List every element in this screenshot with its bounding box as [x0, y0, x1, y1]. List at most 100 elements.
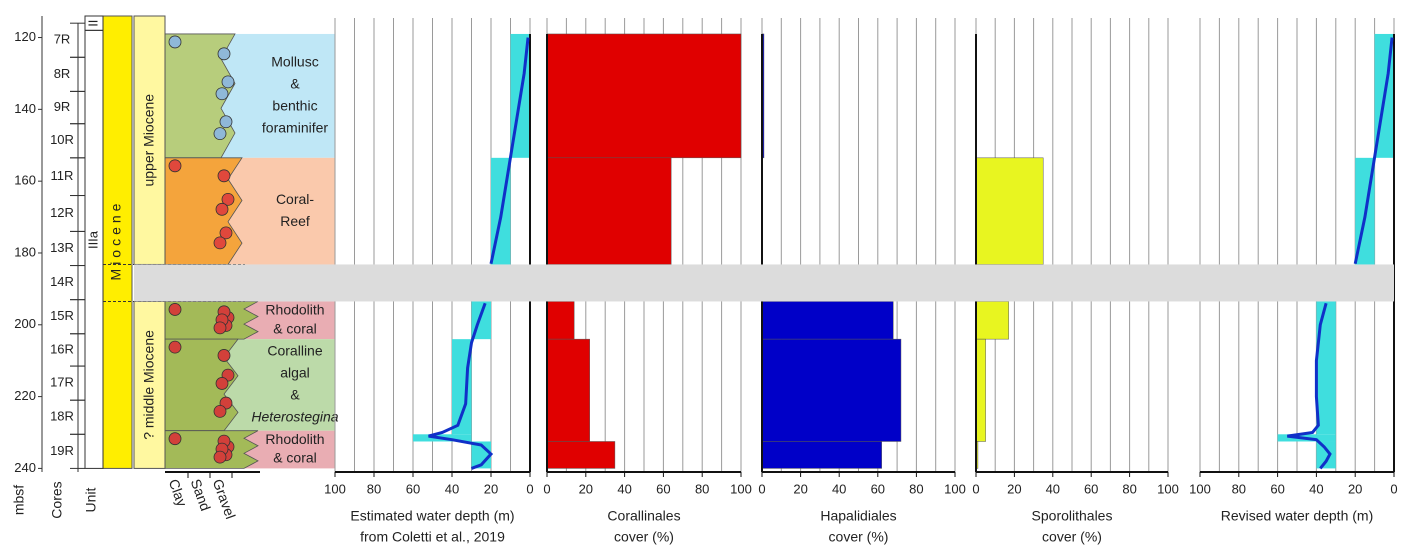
depth-range — [1316, 301, 1336, 435]
x-tick-label: 40 — [445, 481, 459, 496]
cover-bar — [546, 338, 590, 442]
facies-label: Rhodolith — [265, 431, 324, 447]
cover-bar — [975, 338, 986, 442]
grain — [215, 377, 229, 390]
x-tick-label: 60 — [406, 481, 420, 496]
lith-label: Clay — [166, 477, 191, 509]
y-tick-label: 180 — [14, 244, 36, 259]
grain — [168, 159, 182, 173]
axis-title: Revised water depth (m) — [1221, 508, 1374, 524]
grain — [219, 115, 233, 129]
grain — [221, 192, 235, 206]
core-label: 11R — [51, 168, 74, 183]
axis-title: from Coletti et al., 2019 — [360, 529, 505, 545]
grain — [213, 404, 227, 418]
facies-label: & — [290, 387, 300, 403]
x-tick-label: 0 — [972, 481, 979, 496]
facies-label: algal — [280, 365, 310, 381]
x-tick-label: 80 — [695, 481, 709, 496]
cover-bar — [761, 441, 882, 469]
y-tick-label: 160 — [14, 173, 36, 188]
column-label: Cores — [49, 481, 65, 518]
core-label: 14R — [50, 274, 74, 289]
unit-label: II — [85, 20, 100, 27]
y-tick-label: 120 — [14, 29, 36, 44]
x-tick-label: 20 — [1007, 481, 1021, 496]
core-label: 13R — [50, 240, 74, 255]
x-tick-label: 40 — [617, 481, 631, 496]
x-tick-label: 40 — [1046, 481, 1060, 496]
x-tick-label: 100 — [1189, 481, 1211, 496]
x-tick-label: 80 — [909, 481, 923, 496]
grain — [213, 236, 227, 250]
subepoch-label: upper Miocene — [141, 94, 157, 187]
facies-label: Heterostegina — [251, 409, 338, 425]
facies-label: & coral — [273, 320, 317, 336]
cover-bar — [975, 301, 1009, 340]
grain — [213, 321, 227, 335]
cover-bar — [546, 157, 672, 265]
core-label: 10R — [50, 132, 74, 147]
y-tick-label: 220 — [14, 388, 36, 403]
y-tick-label: 200 — [14, 316, 36, 331]
cover-bar — [761, 338, 902, 442]
grain — [215, 87, 229, 101]
facies-label: Rhodolith — [265, 302, 324, 318]
axis-title: Estimated water depth (m) — [350, 508, 514, 524]
subepoch — [133, 300, 166, 469]
cover-bar — [761, 301, 894, 340]
column-label: Unit — [83, 487, 99, 512]
depth-curve — [428, 37, 530, 470]
facies-label: benthic — [272, 98, 317, 114]
x-tick-label: 20 — [793, 481, 807, 496]
grain — [168, 432, 182, 446]
x-tick-label: 0 — [543, 481, 550, 496]
core-label: 17R — [50, 375, 74, 390]
depth-curve — [1287, 37, 1394, 470]
x-tick-label: 100 — [730, 481, 752, 496]
x-tick-label: 60 — [1270, 481, 1284, 496]
x-tick-label: 20 — [579, 481, 593, 496]
x-tick-label: 40 — [832, 481, 846, 496]
facies-label: & coral — [273, 450, 317, 466]
core-label: 18R — [50, 409, 74, 424]
x-tick-label: 100 — [1157, 481, 1179, 496]
facies-label: & — [290, 76, 300, 92]
x-tick-label: 20 — [1348, 481, 1362, 496]
x-tick-label: 40 — [1309, 481, 1323, 496]
grain — [213, 450, 227, 464]
unit-label: IIIa — [85, 230, 100, 249]
x-tick-label: 100 — [944, 481, 966, 496]
lithology — [164, 157, 243, 265]
x-tick-label: 0 — [758, 481, 765, 496]
x-tick-label: 100 — [324, 481, 346, 496]
facies-label: Mollusc — [271, 54, 318, 70]
grain — [219, 226, 233, 240]
x-tick-label: 20 — [484, 481, 498, 496]
x-tick-label: 80 — [1232, 481, 1246, 496]
x-tick-label: 60 — [871, 481, 885, 496]
subepoch-label: ? middle Miocene — [141, 330, 157, 440]
grain — [221, 75, 235, 89]
x-tick-label: 0 — [1390, 481, 1397, 496]
x-tick-label: 80 — [367, 481, 381, 496]
column-label: mbsf — [11, 485, 27, 515]
facies-label: Coral- — [276, 191, 314, 207]
core-label: 16R — [50, 341, 74, 356]
grain — [168, 35, 182, 49]
core-label: 19R — [50, 443, 74, 458]
axis-title: Hapalidiales — [820, 508, 896, 524]
grain — [217, 349, 231, 362]
x-tick-label: 80 — [1122, 481, 1136, 496]
grain — [217, 47, 231, 61]
epoch-label: Miocene — [108, 200, 124, 281]
grain — [215, 202, 229, 216]
y-tick-label: 240 — [14, 460, 36, 475]
axis-title: Corallinales — [607, 508, 680, 524]
facies-label: Coralline — [267, 343, 322, 359]
axis-title: cover (%) — [829, 529, 889, 545]
facies-label: foraminifer — [262, 120, 328, 136]
core-label: 7R — [54, 32, 71, 47]
x-tick-label: 60 — [1084, 481, 1098, 496]
